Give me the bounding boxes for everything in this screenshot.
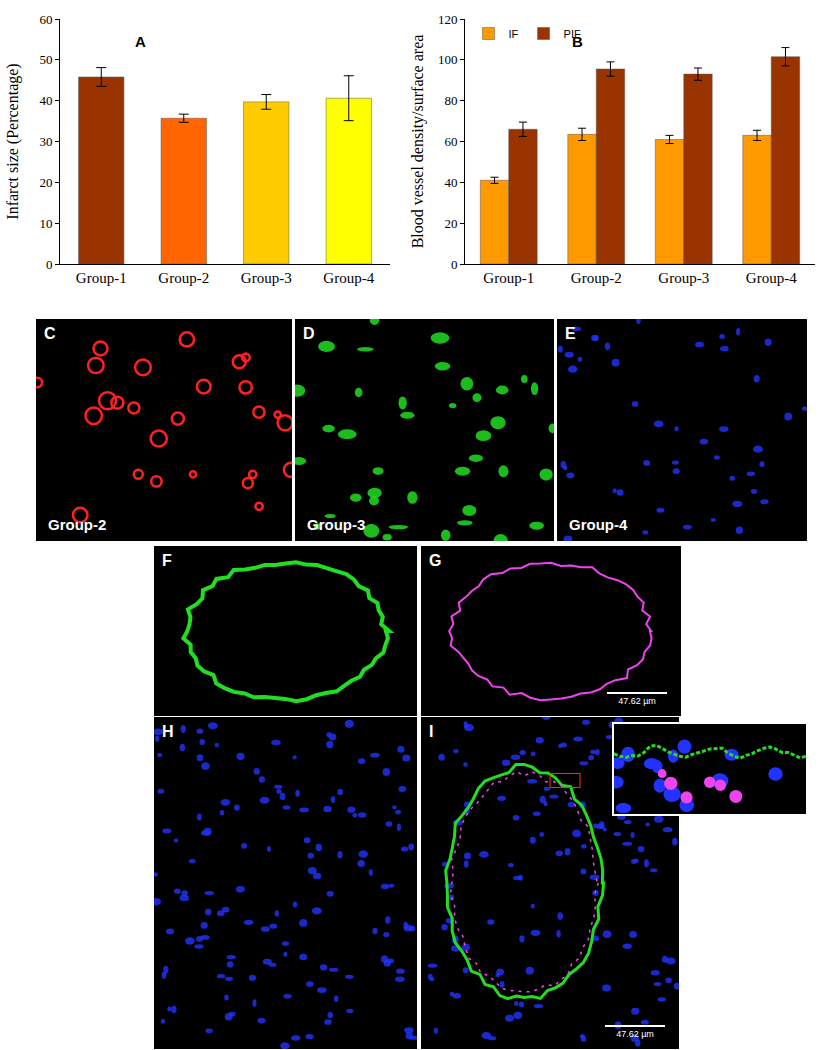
html-text:47.62 µm: 47.62 µm: [618, 696, 656, 706]
svg-text:Group-1: Group-1: [76, 270, 127, 286]
html-text:D: D: [303, 325, 315, 342]
svg-text:Group-2: Group-2: [158, 270, 209, 286]
svg-text:B: B: [572, 33, 583, 50]
svg-text:80: 80: [444, 93, 457, 108]
svg-text:A: A: [135, 33, 146, 50]
svg-text:20: 20: [444, 216, 457, 231]
svg-text:100: 100: [438, 52, 458, 67]
html-text:C: C: [44, 325, 56, 342]
html-text:Group-2: Group-2: [48, 516, 107, 533]
svg-text:20: 20: [39, 175, 52, 190]
svg-text:IF: IF: [509, 28, 519, 40]
svg-text:120: 120: [438, 12, 458, 27]
svg-text:10: 10: [39, 216, 52, 231]
html-text:Group-3: Group-3: [307, 516, 366, 533]
html-text:47.62 µm: 47.62 µm: [616, 1029, 654, 1039]
svg-text:Group-3: Group-3: [658, 270, 709, 286]
svg-text:Group-4: Group-4: [323, 270, 374, 286]
svg-text:Blood vessel density/surface a: Blood vessel density/surface area: [409, 35, 427, 249]
svg-text:40: 40: [444, 175, 457, 190]
svg-text:PIF: PIF: [564, 28, 581, 40]
svg-text:Infarct size (Percentage): Infarct size (Percentage): [4, 63, 22, 219]
svg-text:60: 60: [444, 134, 457, 149]
svg-text:60: 60: [39, 12, 52, 27]
svg-text:Group-2: Group-2: [571, 270, 622, 286]
svg-text:0: 0: [451, 257, 458, 272]
svg-text:Group-4: Group-4: [746, 270, 797, 286]
html-text:E: E: [565, 325, 576, 342]
svg-text:30: 30: [39, 134, 52, 149]
svg-text:50: 50: [39, 52, 52, 67]
html-text:F: F: [162, 552, 172, 569]
svg-text:0: 0: [46, 257, 53, 272]
svg-text:40: 40: [39, 93, 52, 108]
html-text:G: G: [429, 552, 442, 569]
svg-text:Group-1: Group-1: [483, 270, 534, 286]
svg-text:Group-3: Group-3: [241, 270, 292, 286]
html-text:H: H: [162, 723, 174, 740]
html-text:Group-4: Group-4: [569, 516, 628, 533]
html-text:I: I: [429, 723, 434, 740]
